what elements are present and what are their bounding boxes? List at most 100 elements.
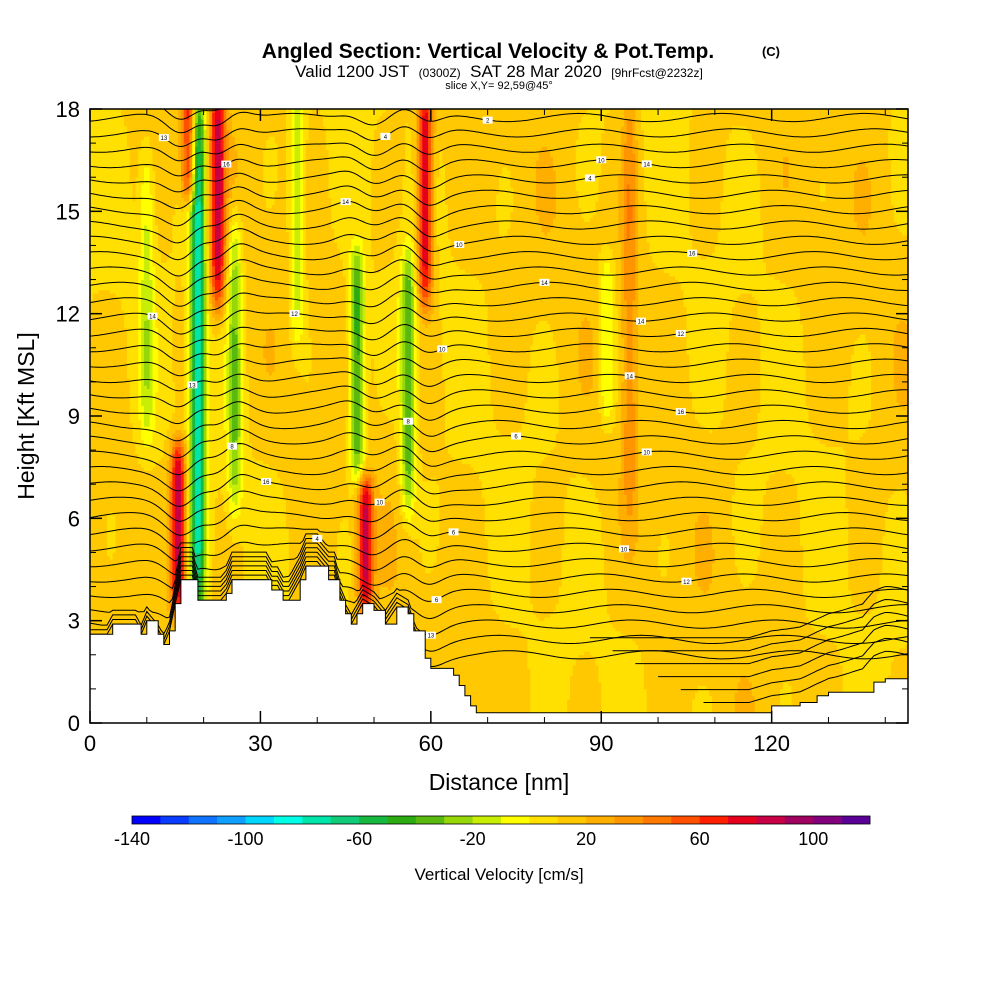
plot-area: 13 13 16 16 14 12 13 10 10 10 10 12 14 16 14 16 14 12 14 10… <box>90 109 908 723</box>
isentrope-line <box>90 547 908 604</box>
isentrope-label: 12 <box>677 332 684 338</box>
isentrope-label-bg <box>380 132 391 140</box>
colorbar-tick-label: 60 <box>690 829 710 849</box>
x-tick-label: 0 <box>84 731 96 756</box>
y-axis-label: Height [Kft MSL] <box>13 332 39 499</box>
isentrope-line <box>703 650 908 703</box>
isentrope-label: 14 <box>149 315 156 321</box>
x-tick-label: 120 <box>753 731 790 756</box>
isentrope-line <box>658 624 908 678</box>
isentrope-label-bg <box>454 240 465 248</box>
colorbar-swatch <box>501 816 530 824</box>
isentrope-label: 16 <box>689 252 696 258</box>
isentrope-line <box>90 551 908 620</box>
colorbar-swatch <box>699 816 729 824</box>
isentrope-line <box>90 185 908 210</box>
subtitle-forecast: [9hrFcst@2232z] <box>611 66 703 80</box>
isentrope-label-bg <box>437 345 448 353</box>
isentrope-line <box>90 199 908 227</box>
colorbar-swatch <box>756 816 786 824</box>
isentrope-label-bg <box>221 160 232 168</box>
isentrope-label-bg <box>403 417 414 425</box>
isentrope-line <box>90 274 908 307</box>
isentrope-line <box>90 521 908 550</box>
colorbar-swatch <box>444 816 473 824</box>
isentrope-line <box>90 538 908 576</box>
colorbar-tick-label: -60 <box>346 829 372 849</box>
isentrope-line <box>90 306 908 335</box>
x-axis-label: Distance [nm] <box>429 769 570 795</box>
isentrope-label-bg <box>675 408 686 416</box>
isentrope-label-bg <box>425 631 436 639</box>
isentrope-line <box>90 414 908 442</box>
colorbar-swatch <box>273 816 303 824</box>
y-tick-label: 3 <box>68 609 80 634</box>
slice-label: slice X,Y= 92,59@45° <box>445 80 553 92</box>
colorbar-swatch <box>359 816 388 824</box>
isentrope-label: 14 <box>342 200 349 206</box>
colorbar-swatch <box>586 816 615 824</box>
colorbar-label: Vertical Velocity [cm/s] <box>414 865 583 884</box>
colorbar-swatch <box>529 816 559 824</box>
isentrope-label-bg <box>187 381 198 389</box>
colorbar-swatch <box>671 816 700 824</box>
isentrope-label: 14 <box>626 374 633 380</box>
isentrope-line <box>635 612 908 665</box>
isentrope-line <box>90 385 908 408</box>
isentrope-line <box>90 357 908 377</box>
isentrope-label: 12 <box>683 580 690 586</box>
colorbar-tick-label: -140 <box>114 829 150 849</box>
isentrope-label-bg <box>158 134 169 142</box>
chart-title: Angled Section: Vertical Velocity & Pot.… <box>262 40 714 63</box>
isentrope-line <box>90 323 908 349</box>
colorbar-swatch <box>188 816 218 824</box>
isentrope-labels: 13 13 16 16 14 12 13 10 10 10 10 12 14 16 14 16 14 12 14 10… <box>147 116 698 640</box>
isentrope-line <box>90 473 908 507</box>
y-tick-label: 12 <box>56 302 80 327</box>
colorbar-swatch <box>415 816 445 824</box>
isentrope-line <box>90 228 908 261</box>
isentrope-label: 10 <box>376 501 383 507</box>
isentrope-label-bg <box>687 249 698 257</box>
isentrope-label: 10 <box>598 158 605 164</box>
isentrope-label-bg <box>681 577 692 585</box>
isentrope-label-bg <box>482 116 493 124</box>
chart-title-unit: (C) <box>762 44 780 59</box>
y-tick-label: 6 <box>68 506 80 531</box>
isentrope-label: 10 <box>456 243 463 249</box>
isentrope-line <box>90 170 908 193</box>
isentrope-label-bg <box>675 329 686 337</box>
isentrope-label-bg <box>511 432 522 440</box>
isentrope-line <box>612 598 908 652</box>
isentrope-label-bg <box>448 528 459 536</box>
isentrope-label-bg <box>147 312 158 320</box>
isentrope-label: 13 <box>189 383 196 389</box>
axis-ticks: 0 30 60 90 120 0 3 6 9 12 15 18 <box>56 97 908 756</box>
colorbar-swatch <box>557 816 587 824</box>
isentrope-line <box>680 637 908 691</box>
isentrope-line <box>90 442 908 476</box>
colorbar-frame <box>131 815 871 825</box>
isentrope-label-bg <box>431 596 442 604</box>
isentrope-label: 14 <box>541 281 548 287</box>
isentrope-label: 6 <box>514 435 518 441</box>
isentrope-label: 2 <box>486 119 490 125</box>
isentrope-line <box>90 259 908 292</box>
isentrope-label: 6 <box>435 598 439 604</box>
colorbar: -140 -100 -60 -20 20 60 100 <box>114 815 871 849</box>
terrain-mask <box>90 565 908 723</box>
isentrope-label: 8 <box>406 420 410 426</box>
isentrope-label: 14 <box>643 162 650 168</box>
isentrope-line <box>90 458 908 492</box>
isentrope-line <box>90 371 908 392</box>
isentrope-line <box>90 213 908 244</box>
isentrope-line <box>90 400 908 425</box>
isentrope-label: 10 <box>439 347 446 353</box>
isentrope-label-bg <box>340 198 351 206</box>
isentrope-label: 10 <box>643 450 650 456</box>
isentrope-label: 4 <box>316 537 320 543</box>
y-tick-label: 18 <box>56 97 80 122</box>
isentrope-label: 12 <box>291 312 298 318</box>
isentrope-label: 13 <box>161 136 168 142</box>
